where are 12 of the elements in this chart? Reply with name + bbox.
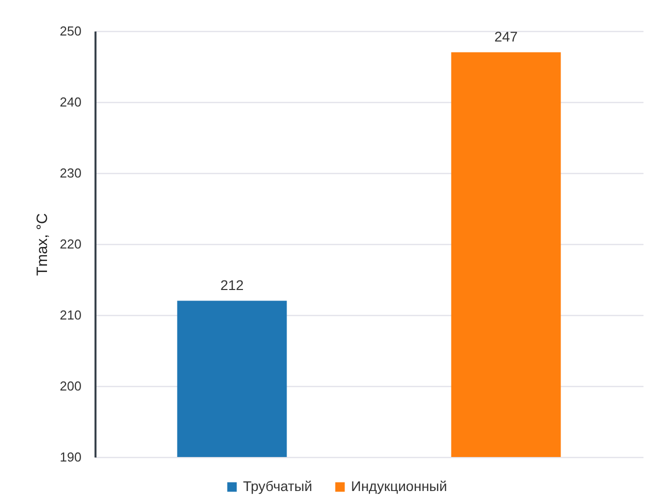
data-label: 212: [220, 276, 244, 293]
y-tick-label: 220: [60, 236, 82, 252]
y-axis-title: Tmax, °C: [34, 213, 51, 276]
y-tick-label: 210: [60, 308, 82, 322]
data-label: 247: [494, 28, 518, 44]
y-tick-label: 250: [60, 24, 82, 38]
y-tick-label: 190: [60, 450, 82, 464]
legend-label: Трубчатый: [243, 478, 312, 494]
legend-label: Индукционный: [351, 478, 448, 494]
y-tick-label: 240: [60, 94, 82, 110]
y-tick-label: 200: [60, 378, 82, 394]
y-tick-label: 230: [60, 166, 82, 180]
